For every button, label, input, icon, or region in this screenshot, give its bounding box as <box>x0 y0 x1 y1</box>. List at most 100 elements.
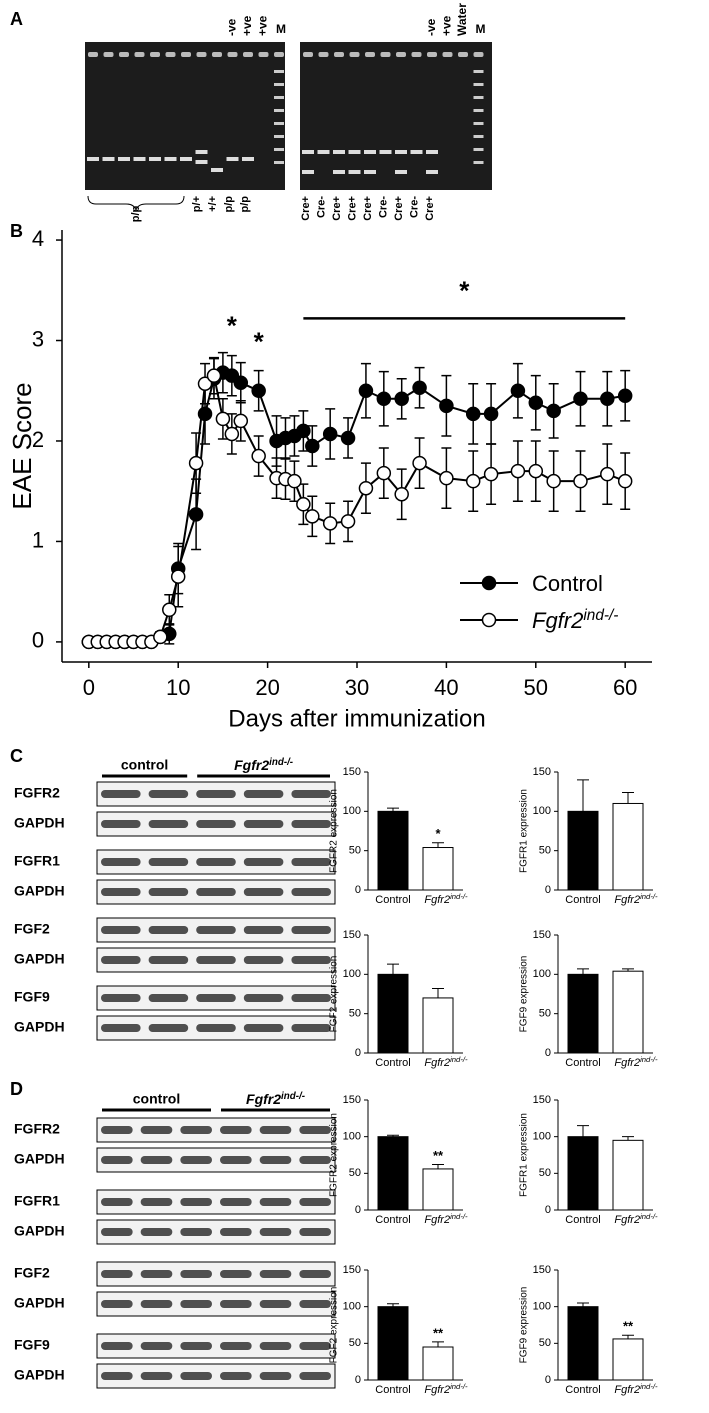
bar <box>422 1168 454 1211</box>
significance-star: * <box>254 326 265 356</box>
blot-band <box>180 1300 212 1308</box>
y-tick-label: 3 <box>32 326 44 351</box>
gel-well <box>165 52 176 57</box>
blot-band <box>291 956 331 964</box>
gel-well <box>258 52 269 57</box>
x-tick-label: Control <box>375 1214 410 1226</box>
panel-label: D <box>10 1079 23 1099</box>
y-tick-label: 50 <box>349 845 361 857</box>
data-point <box>233 413 249 429</box>
x-tick-label: Control <box>565 894 600 906</box>
data-point <box>439 398 454 414</box>
data-point <box>600 466 615 482</box>
legend-marker <box>481 612 497 628</box>
y-tick-label: 50 <box>539 1167 551 1179</box>
genotype-label: p/+ <box>191 196 203 212</box>
ladder-band <box>473 83 484 86</box>
y-tick-label: 0 <box>545 1204 551 1216</box>
genotype-label: Cre+ <box>331 196 343 221</box>
data-point <box>483 406 499 422</box>
blot-frame <box>96 1189 336 1215</box>
gel-well <box>349 52 360 57</box>
error-bar <box>432 1341 444 1347</box>
x-tick-label: Fgfr2ind-/- <box>614 1212 658 1226</box>
genotype-label: Cre- <box>377 196 389 218</box>
blot-label: FGFR2 <box>14 785 60 801</box>
lane-label: -ve <box>225 18 239 36</box>
bar <box>422 997 454 1054</box>
y-tick-label: 2 <box>32 427 44 452</box>
y-tick-label: 150 <box>533 766 551 778</box>
blot-band <box>196 994 236 1002</box>
y-tick-label: 100 <box>343 805 361 817</box>
gel-band <box>364 150 376 154</box>
blot-band <box>148 888 189 896</box>
blot-band <box>101 790 141 798</box>
error-bar <box>622 791 634 804</box>
y-tick-label: 0 <box>355 1047 361 1059</box>
x-tick-label: 0 <box>83 675 95 700</box>
blot-band <box>180 1126 212 1134</box>
y-tick-label: 100 <box>533 805 551 817</box>
gel-well <box>334 52 344 57</box>
legend-label: Control <box>532 571 603 596</box>
blot-band <box>243 820 284 828</box>
x-tick-label: Fgfr2ind-/- <box>424 1212 468 1226</box>
lane-label: M <box>276 22 286 36</box>
blot-band <box>243 858 284 866</box>
data-point <box>340 514 356 529</box>
blot-band <box>196 858 236 866</box>
gel-band <box>195 160 208 164</box>
gel-band <box>195 150 208 154</box>
y-tick-label: 50 <box>349 1008 361 1020</box>
gel-band <box>302 170 314 174</box>
y-axis-label: FGFR1 expression <box>519 1113 530 1197</box>
blot-band <box>299 1198 331 1206</box>
blot-band <box>140 1372 173 1380</box>
blot-label: FGF2 <box>14 1265 50 1281</box>
error-bar <box>432 1164 444 1169</box>
blot-band <box>101 820 141 828</box>
lane-label: M <box>476 22 486 36</box>
bar <box>612 970 644 1054</box>
ladder-band <box>274 70 284 73</box>
ladder-band <box>274 109 284 112</box>
y-tick-label: 0 <box>355 1374 361 1386</box>
blot-band <box>291 888 331 896</box>
x-tick-label: Fgfr2ind-/- <box>614 1382 658 1396</box>
blot-label: FGF9 <box>14 1337 50 1353</box>
ladder-band <box>274 135 284 138</box>
blot-frame <box>96 1363 336 1389</box>
gel-well <box>243 52 253 57</box>
data-point <box>376 391 392 407</box>
blot-band <box>220 1270 252 1278</box>
blot-band <box>291 1024 331 1032</box>
y-tick-label: 100 <box>533 1131 551 1143</box>
blot-band <box>243 994 284 1002</box>
blot-frame <box>96 1147 336 1173</box>
error-bar <box>577 779 589 812</box>
blot-band <box>220 1126 252 1134</box>
blot-band <box>101 994 141 1002</box>
blot-band <box>148 820 189 828</box>
panel-label: C <box>10 746 23 766</box>
blot-label: GAPDH <box>14 883 65 899</box>
gel-band <box>395 150 407 154</box>
error-bar <box>577 1125 589 1137</box>
error-bar <box>577 1302 589 1307</box>
gel-band <box>118 157 130 161</box>
gel-well <box>380 52 391 57</box>
blot-band <box>180 1228 212 1236</box>
y-tick-label: 150 <box>533 1264 551 1276</box>
genotype-label: p/p <box>223 196 235 213</box>
gel-band <box>426 150 438 154</box>
blot-band <box>220 1228 252 1236</box>
gel-well <box>427 52 437 57</box>
blot-band <box>148 790 189 798</box>
blot-band <box>101 1342 133 1350</box>
y-tick-label: 100 <box>533 1301 551 1313</box>
data-point <box>153 629 168 645</box>
blot-band <box>101 1024 141 1032</box>
data-point <box>287 473 302 489</box>
ladder-band <box>274 161 284 164</box>
